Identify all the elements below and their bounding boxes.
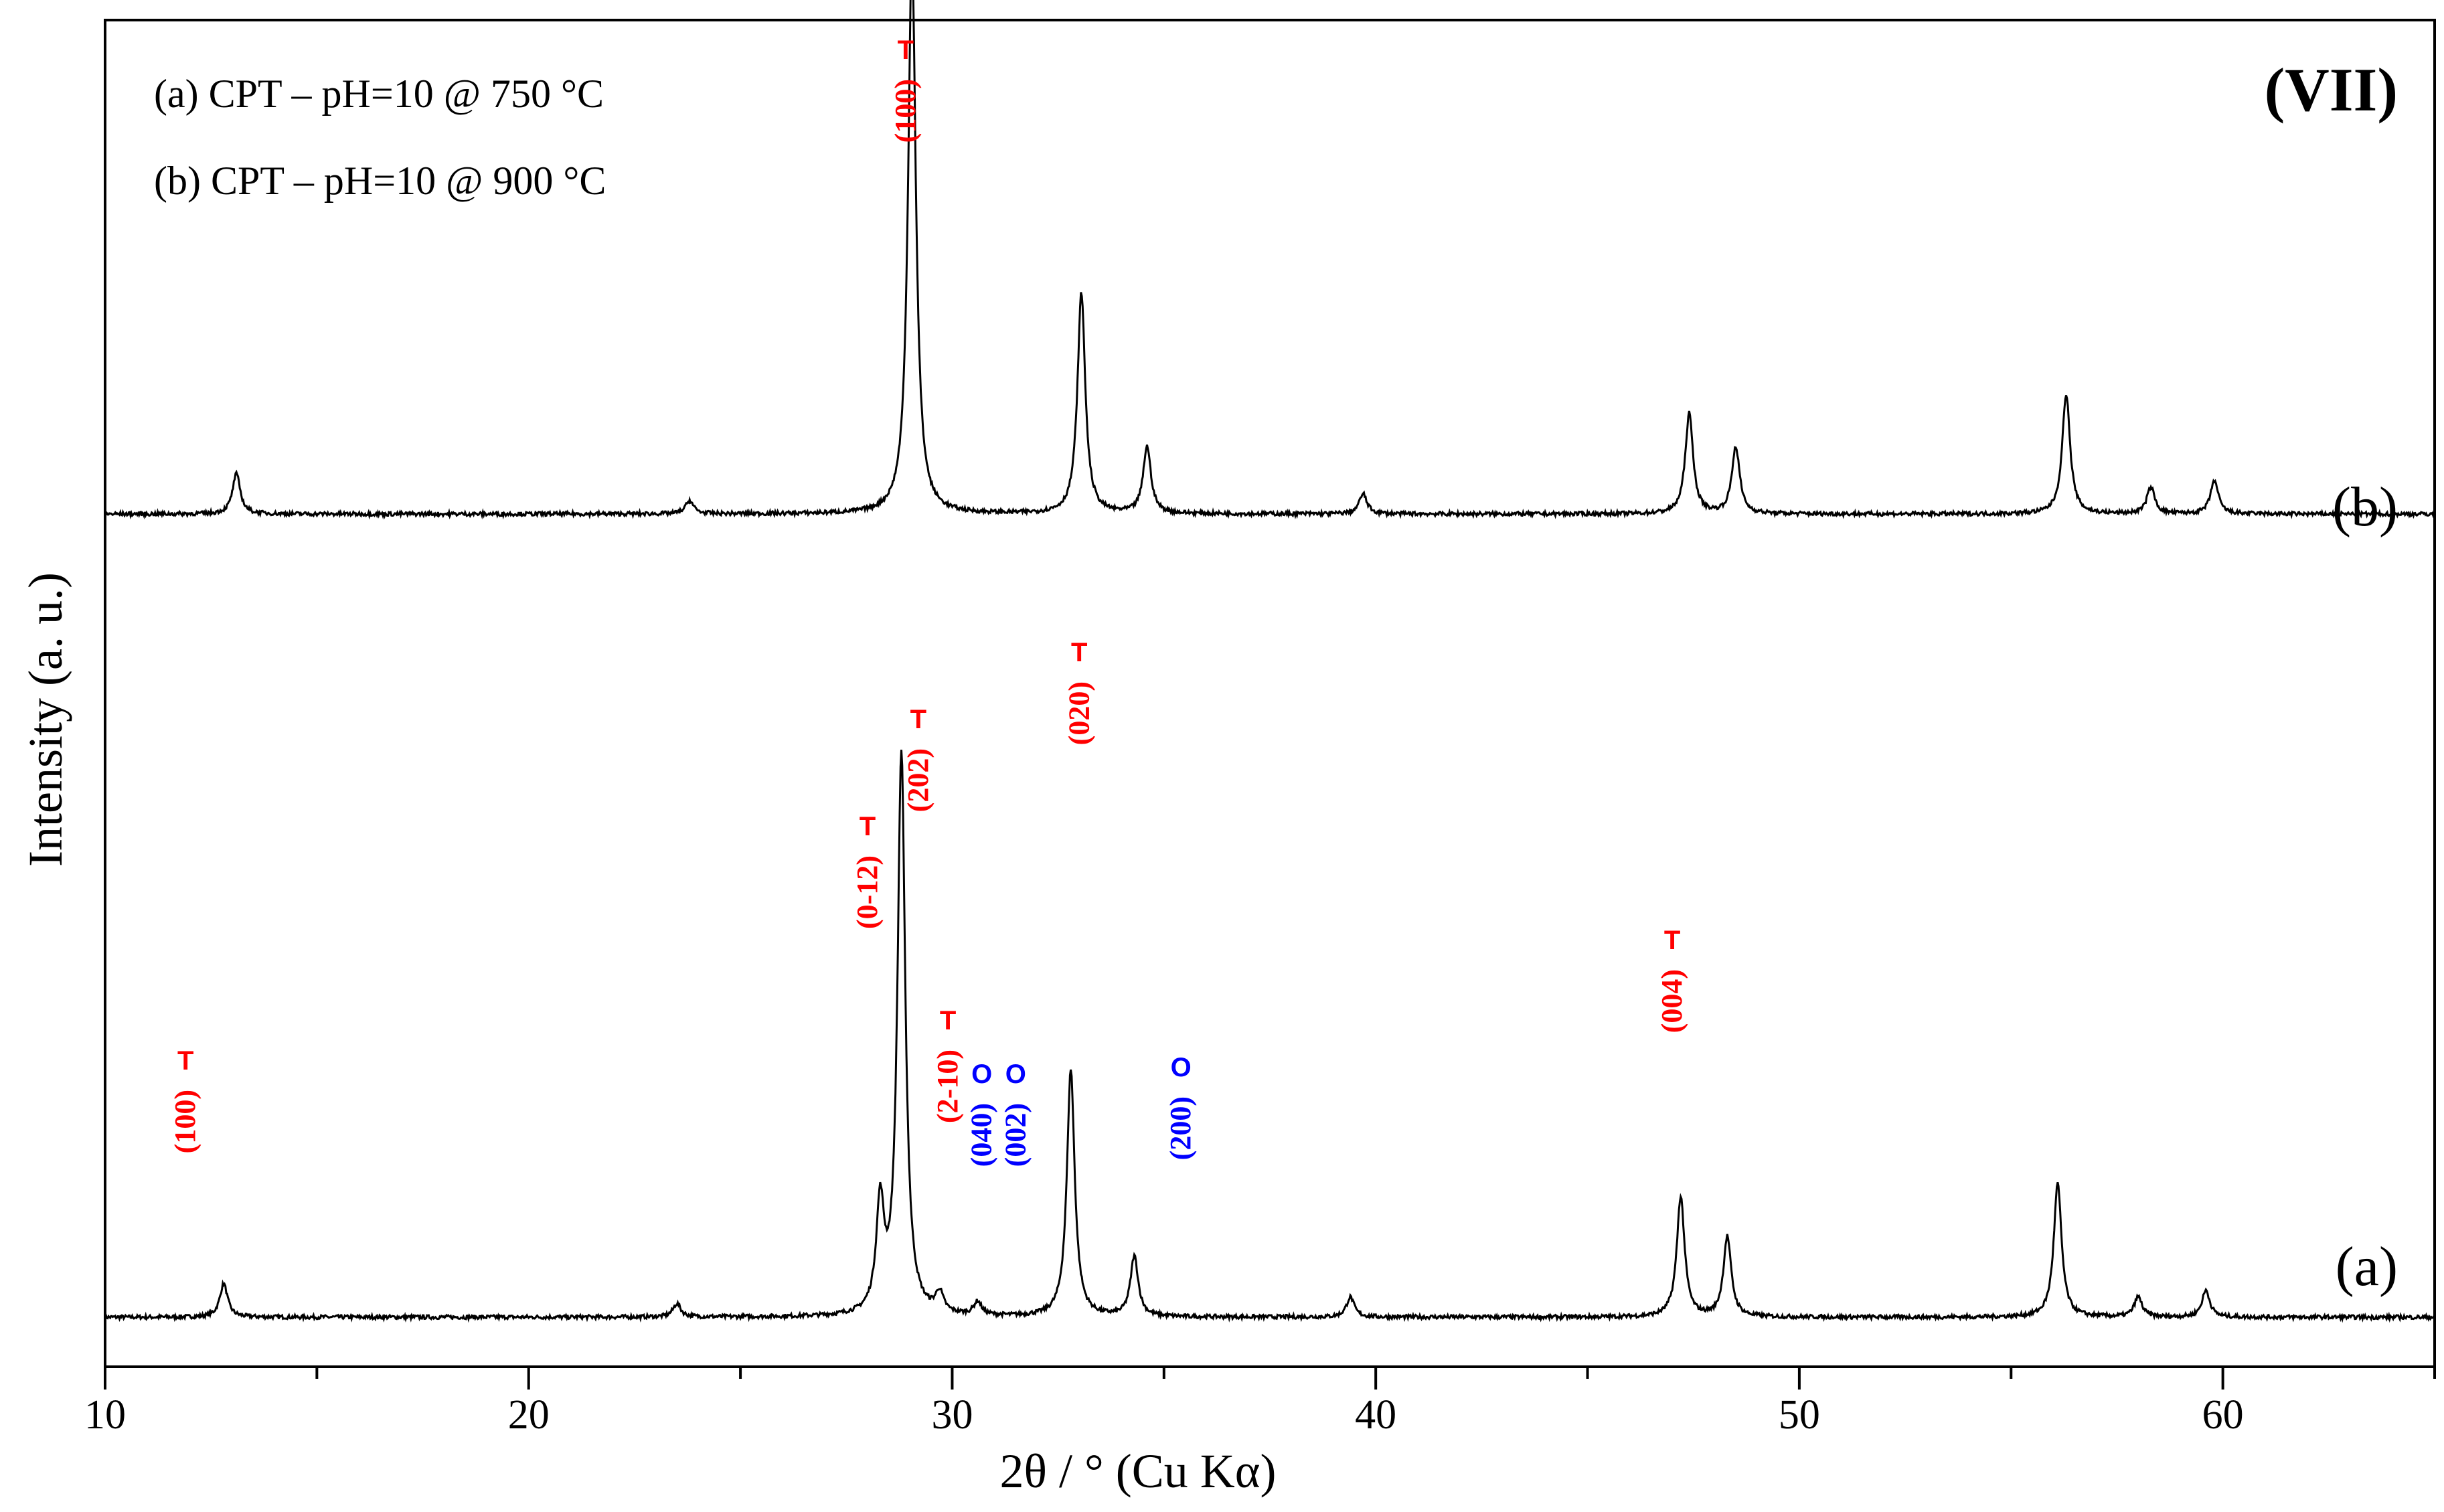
x-tick-label: 30	[931, 1392, 973, 1438]
phase-letter: T	[177, 1046, 193, 1076]
peak-annotation: O (200)	[1164, 1053, 1197, 1160]
peak-annotation: T (020)	[1062, 638, 1095, 745]
legend-entry-a: (a) CPT – pH=10 @ 750 °C	[154, 72, 604, 116]
hkl-label: (202)	[902, 748, 934, 812]
phase-letter: T	[940, 1006, 956, 1035]
hkl-label: (040)	[965, 1103, 998, 1167]
trace-label-a: (a)	[2336, 1236, 2398, 1298]
y-axis-label: Intensity (a. u.)	[19, 572, 72, 867]
panel-tag: (VII)	[2265, 56, 2398, 124]
phase-letter: T	[898, 35, 914, 65]
x-tick-label: 10	[84, 1392, 126, 1438]
peak-annotation: O (040)	[965, 1060, 998, 1167]
phase-letter: T	[860, 812, 876, 841]
x-axis: 10 20 30 40 50 60	[84, 1367, 2436, 1438]
peak-annotation: T (0-12)	[851, 812, 884, 929]
plot-frame	[104, 19, 2436, 1368]
xrd-trace-a	[104, 750, 2436, 1323]
hkl-label: (020)	[1062, 681, 1095, 745]
x-tick-label: 40	[1355, 1392, 1396, 1438]
series-layer	[104, 0, 2436, 1323]
phase-letter: O	[1005, 1060, 1026, 1089]
phase-letter: T	[910, 705, 926, 734]
hkl-label: (100)	[889, 79, 922, 143]
hkl-label: (0-12)	[851, 855, 884, 929]
phase-letter: O	[971, 1060, 992, 1089]
peak-annotation: T (2-10)	[931, 1006, 964, 1123]
hkl-label: (002)	[999, 1103, 1032, 1167]
phase-annotations: T(100)T(0-12)T(100)T(202)T(2-10) O(040)O(…	[169, 35, 1688, 1167]
peak-annotation: T (202)	[902, 705, 934, 812]
x-tick-label: 20	[508, 1392, 550, 1438]
phase-letter: T	[1664, 926, 1680, 955]
trace-label-b: (b)	[2332, 476, 2398, 538]
x-tick-label: 60	[2202, 1392, 2244, 1438]
x-axis-label: 2θ / ° (Cu Kα)	[1000, 1444, 1277, 1498]
peak-annotation: T (100)	[889, 35, 922, 143]
hkl-label: (2-10)	[931, 1049, 964, 1123]
phase-letter: T	[1071, 638, 1087, 667]
x-tick-label: 50	[1779, 1392, 1820, 1438]
legend-entry-b: (b) CPT – pH=10 @ 900 °C	[154, 159, 606, 203]
peak-annotation: T (004)	[1655, 926, 1688, 1033]
peak-annotation: O (002)	[999, 1060, 1032, 1167]
phase-letter: O	[1171, 1053, 1192, 1082]
hkl-label: (200)	[1164, 1096, 1197, 1160]
peak-annotation: T (100)	[169, 1046, 201, 1153]
xrd-trace-b	[104, 0, 2436, 520]
hkl-label: (004)	[1655, 969, 1688, 1033]
hkl-label: (100)	[169, 1090, 201, 1153]
